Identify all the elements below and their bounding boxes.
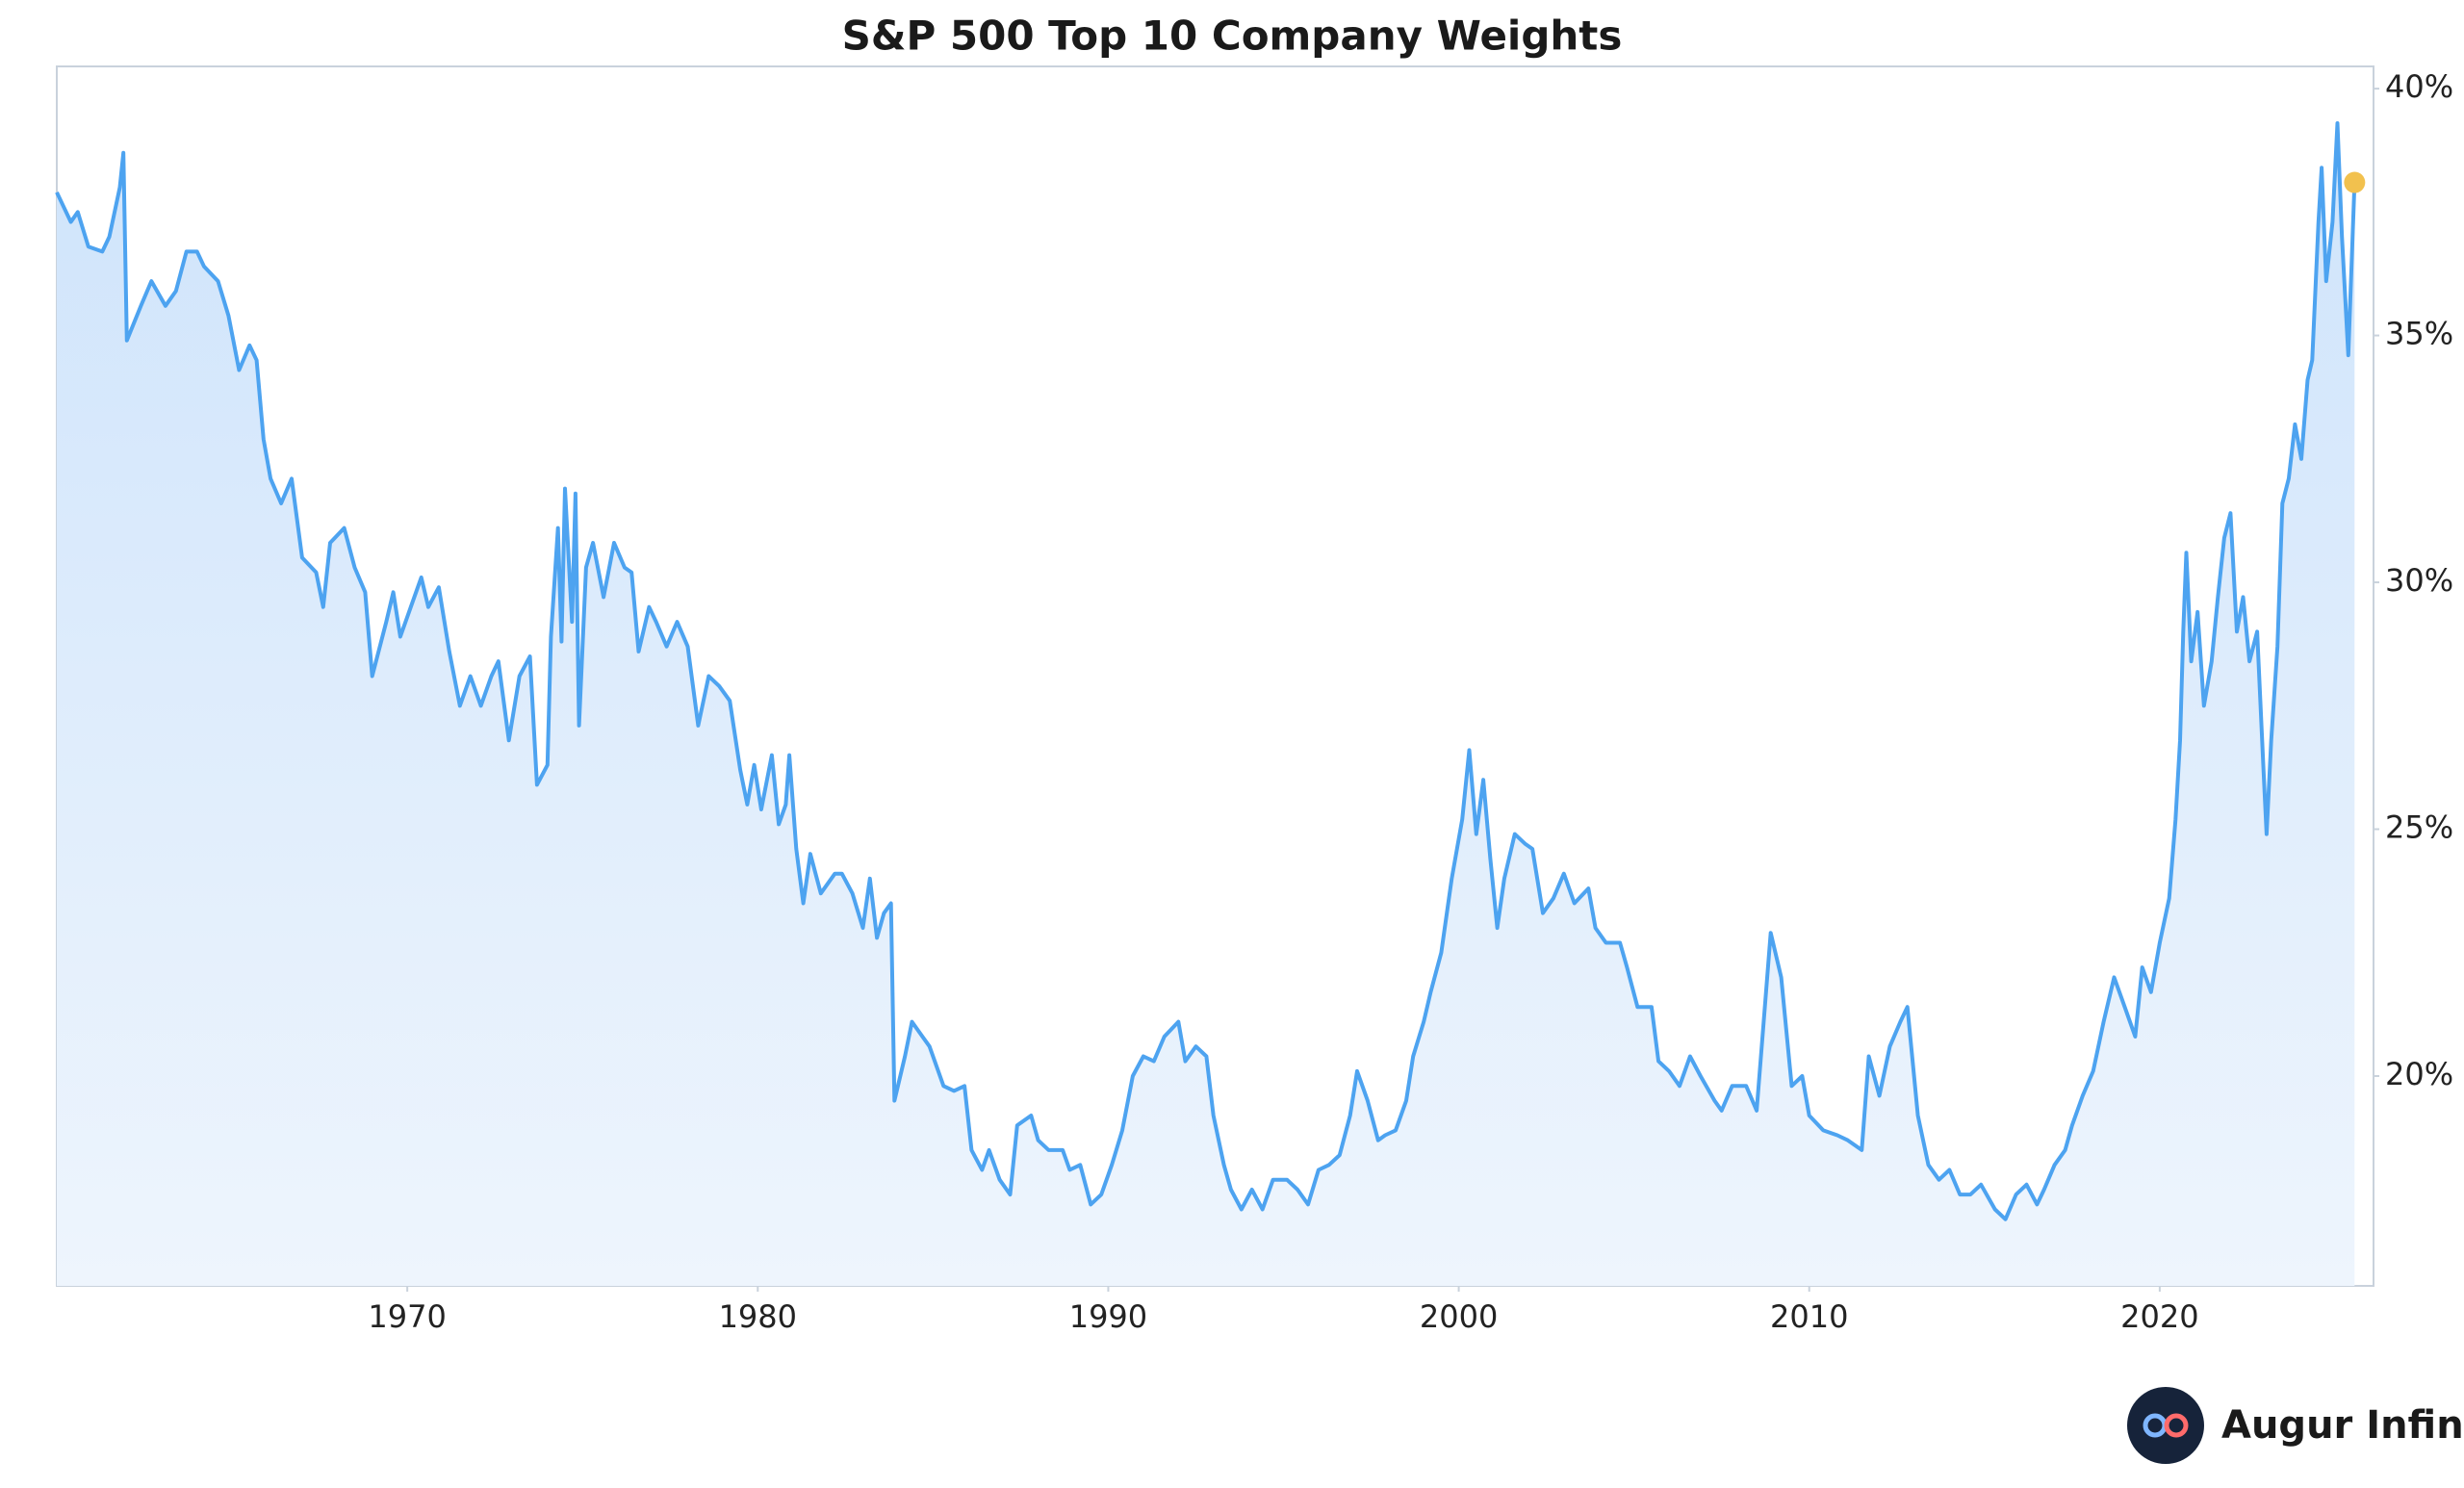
last-point (2344, 171, 2366, 193)
y-tick-label: 40% (2385, 68, 2453, 105)
x-tick-label: 1980 (719, 1298, 797, 1335)
y-tick-label: 35% (2385, 316, 2453, 352)
plot-area (55, 121, 2366, 1286)
x-tick-label: 2010 (1770, 1298, 1848, 1335)
line (55, 121, 2357, 1221)
watermark: Augur Infinity (2221, 1403, 2464, 1448)
area (57, 123, 2355, 1286)
y-tick-label: 30% (2385, 562, 2453, 599)
y-tick-label: 20% (2385, 1056, 2453, 1092)
chart-title: S&P 500 Top 10 Company Weights (842, 13, 1623, 60)
x-tick-label: 2000 (1420, 1298, 1498, 1335)
y-tick-label: 25% (2385, 809, 2453, 846)
x-tick-label: 2020 (2120, 1298, 2198, 1335)
logo-icon (2143, 1413, 2189, 1438)
x-tick-label: 1990 (1069, 1298, 1147, 1335)
x-tick-label: 1970 (368, 1298, 446, 1335)
